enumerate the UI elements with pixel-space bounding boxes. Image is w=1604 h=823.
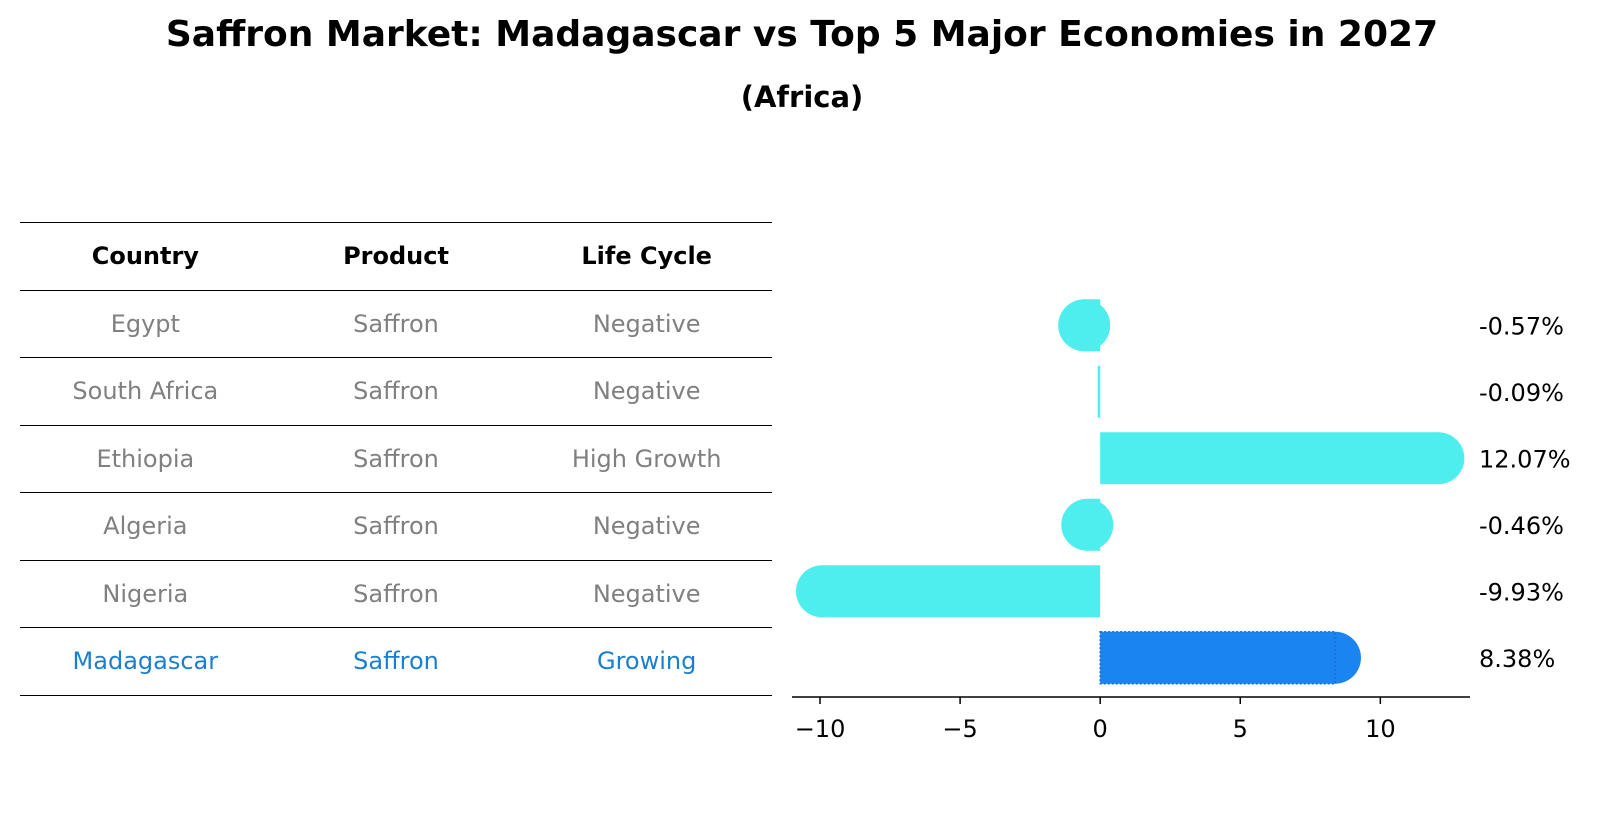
table-row: Egypt Saffron Negative — [20, 289, 772, 358]
table-row: Algeria Saffron Negative — [20, 492, 772, 560]
life-cycle-cell: Negative — [592, 309, 701, 338]
value-label: -0.09% — [1479, 379, 1564, 407]
country-table: Country Product Life Cycle Egypt Saffron… — [20, 222, 772, 696]
life-cycle-cell: High Growth — [571, 444, 722, 473]
life-cycle-cell: Negative — [592, 512, 701, 541]
country-cell: Madagascar — [72, 647, 219, 676]
value-label: -0.46% — [1479, 512, 1564, 540]
bar-cap — [795, 565, 848, 618]
bar-ethiopia — [1100, 432, 1439, 485]
bar-madagascar — [1100, 631, 1335, 684]
product-cell: Saffron — [353, 647, 439, 676]
value-label: 12.07% — [1479, 445, 1571, 473]
value-label: -0.57% — [1479, 312, 1564, 340]
highlight-outline — [1099, 631, 1336, 685]
country-cell: South Africa — [72, 377, 219, 406]
header-life-cycle: Life Cycle — [581, 242, 712, 271]
chart-title: Saffron Market: Madagascar vs Top 5 Majo… — [165, 14, 1439, 55]
header-country: Country — [91, 242, 199, 271]
table-row: Nigeria Saffron Negative — [20, 559, 772, 628]
life-cycle-cell: Growing — [596, 647, 697, 676]
header-product: Product — [343, 242, 449, 271]
product-cell: Saffron — [353, 512, 439, 541]
country-cell: Nigeria — [102, 579, 189, 608]
x-tick-label: −10 — [795, 715, 846, 743]
bar-cap — [1058, 299, 1111, 352]
bar-cap — [1412, 432, 1465, 485]
value-label: -9.93% — [1479, 578, 1564, 606]
bar-south-africa — [1097, 365, 1101, 418]
life-cycle-cell: Negative — [592, 579, 701, 608]
product-cell: Saffron — [353, 444, 439, 473]
country-cell: Ethiopia — [96, 444, 195, 473]
country-cell: Algeria — [103, 512, 188, 541]
product-cell: Saffron — [353, 377, 439, 406]
product-cell: Saffron — [353, 309, 439, 338]
table-row: Ethiopia Saffron High Growth — [20, 424, 772, 493]
x-tick-label: 10 — [1365, 715, 1396, 743]
table-header-row: Country Product Life Cycle — [20, 222, 772, 290]
country-cell: Egypt — [110, 309, 180, 338]
life-cycle-cell: Negative — [592, 377, 701, 406]
bar-cap — [1061, 498, 1114, 551]
table-row: South Africa Saffron Negative — [20, 357, 772, 425]
bar-nigeria — [821, 565, 1101, 618]
x-tick-label: 5 — [1233, 715, 1248, 743]
x-tick-label: −5 — [942, 715, 977, 743]
table-row-highlight: Madagascar Saffron Growing — [20, 627, 772, 696]
product-cell: Saffron — [353, 579, 439, 608]
x-tick-label: 0 — [1093, 715, 1108, 743]
value-label: 8.38% — [1479, 645, 1555, 673]
chart-subtitle: (Africa) — [740, 80, 864, 114]
